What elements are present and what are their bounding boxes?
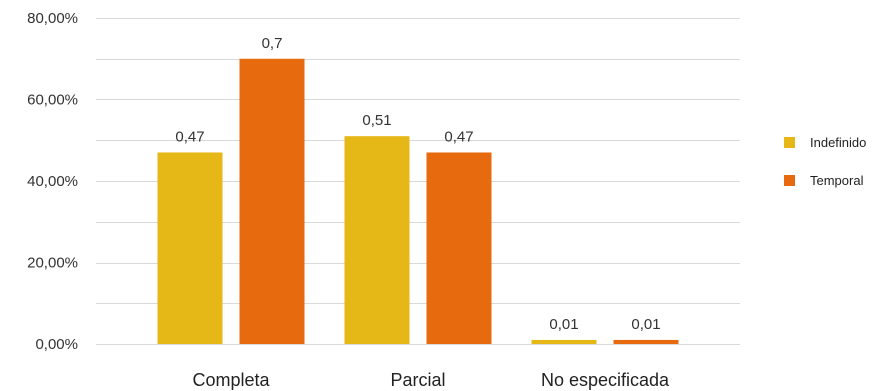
data-label: 0,47 xyxy=(175,128,204,145)
data-label: 0,47 xyxy=(444,128,473,145)
x-axis-categories: Completa Parcial No especificada xyxy=(192,370,670,390)
y-axis-ticks: 0,00% 20,00% 40,00% 60,00% 80,00% xyxy=(27,10,78,353)
bar xyxy=(239,58,305,344)
bars xyxy=(157,58,679,344)
legend: Indefinido Temporal xyxy=(784,135,866,188)
legend-label: Indefinido xyxy=(810,135,866,150)
x-category-label: Parcial xyxy=(390,370,445,390)
y-tick-label: 0,00% xyxy=(35,336,78,353)
y-tick-label: 20,00% xyxy=(27,255,78,272)
data-labels: 0,47 0,7 0,51 0,47 0,01 0,01 xyxy=(175,35,660,333)
data-label: 0,51 xyxy=(362,112,391,129)
legend-swatch xyxy=(784,175,795,186)
data-label: 0,7 xyxy=(262,35,283,52)
x-category-label: No especificada xyxy=(541,370,670,390)
legend-swatch xyxy=(784,137,795,148)
bar xyxy=(157,152,223,344)
y-tick-label: 80,00% xyxy=(27,10,78,27)
x-category-label: Completa xyxy=(192,370,270,390)
bar xyxy=(426,152,492,344)
legend-label: Temporal xyxy=(810,173,864,188)
y-tick-label: 40,00% xyxy=(27,173,78,190)
data-label: 0,01 xyxy=(549,316,578,333)
y-tick-label: 60,00% xyxy=(27,92,78,109)
data-label: 0,01 xyxy=(631,316,660,333)
bar xyxy=(531,339,597,344)
bar xyxy=(613,339,679,344)
bar xyxy=(344,136,410,344)
